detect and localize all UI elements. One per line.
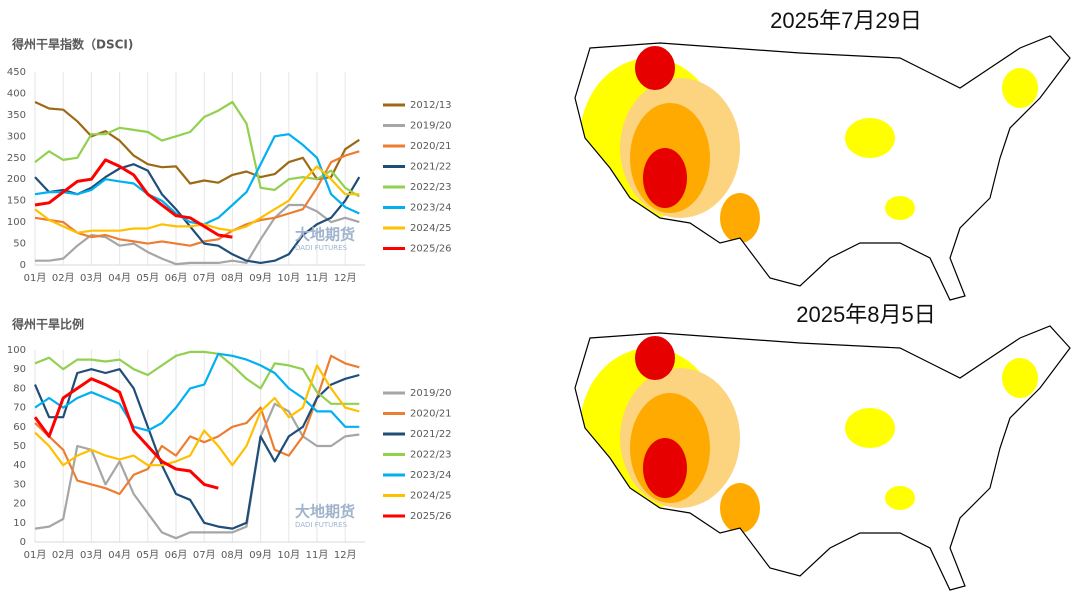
x-tick-label: 08月: [221, 272, 244, 284]
y-tick-label: 0: [20, 537, 26, 548]
x-tick-label: 03月: [80, 272, 103, 284]
legend-label: 2022/23: [410, 450, 452, 461]
legend-label: 2025/26: [410, 244, 452, 255]
x-tick-label: 11月: [306, 549, 329, 561]
x-tick-label: 05月: [136, 272, 159, 284]
x-tick-label: 10月: [277, 549, 300, 561]
x-tick-label: 02月: [52, 272, 75, 284]
y-tick-label: 90: [13, 364, 26, 375]
line-series: [34, 158, 233, 239]
x-tick-label: 07月: [193, 549, 216, 561]
y-tick-label: 80: [13, 383, 26, 394]
y-tick-label: 0: [20, 260, 26, 271]
legend-label: 2022/23: [410, 182, 452, 193]
x-tick-label: 03月: [80, 549, 103, 561]
legend-label: 2025/26: [410, 511, 452, 522]
x-tick-label: 12月: [334, 272, 357, 284]
legend-label: 2021/22: [410, 162, 452, 173]
line-series: [33, 368, 360, 530]
x-tick-label: 06月: [165, 549, 188, 561]
x-tick-label: 11月: [306, 272, 329, 284]
x-tick-label: 01月: [24, 549, 47, 561]
legend-label: 2019/20: [410, 388, 452, 399]
legend-label: 2023/24: [410, 470, 452, 481]
line-series: [34, 163, 361, 264]
line-series: [34, 350, 360, 405]
chart-title: 得州干旱指数（DSCI): [11, 37, 133, 52]
legend-label: 2012/13: [410, 100, 452, 111]
x-tick-label: 04月: [108, 549, 131, 561]
y-tick-label: 200: [7, 174, 26, 185]
x-tick-label: 09月: [249, 549, 272, 561]
y-tick-label: 350: [7, 110, 26, 121]
map-title: 2025年7月29日: [770, 8, 922, 33]
x-tick-label: 09月: [249, 272, 272, 284]
watermark-sub: DADI FUTURES: [295, 244, 348, 252]
y-tick-label: 400: [7, 88, 26, 99]
y-tick-label: 30: [13, 479, 26, 490]
line-series: [33, 377, 219, 490]
line-series: [34, 402, 360, 540]
legend-label: 2020/21: [410, 409, 452, 420]
line-series: [34, 101, 360, 185]
chart-title: 得州干旱比例: [11, 317, 84, 332]
x-tick-label: 10月: [277, 272, 300, 284]
map-2: [574, 325, 1071, 591]
x-tick-label: 06月: [165, 272, 188, 284]
line-series: [34, 165, 360, 234]
y-tick-label: 50: [13, 239, 26, 250]
line-series: [34, 150, 360, 247]
x-tick-label: 04月: [108, 272, 131, 284]
legend-label: 2021/22: [410, 429, 452, 440]
x-tick-label: 02月: [52, 549, 75, 561]
legend-label: 2023/24: [410, 203, 452, 214]
y-tick-label: 10: [13, 518, 26, 529]
y-tick-label: 250: [7, 153, 26, 164]
y-tick-label: 150: [7, 196, 26, 207]
y-tick-label: 50: [13, 441, 26, 452]
watermark-sub: DADI FUTURES: [295, 521, 348, 529]
line-series: [34, 364, 360, 467]
legend-label: 2020/21: [410, 141, 452, 152]
x-tick-label: 08月: [221, 549, 244, 561]
y-tick-label: 100: [7, 217, 26, 228]
map-title: 2025年8月5日: [796, 302, 935, 327]
x-tick-label: 12月: [334, 549, 357, 561]
watermark: 大地期货: [295, 226, 355, 244]
y-tick-label: 100: [7, 345, 26, 356]
x-tick-label: 07月: [193, 272, 216, 284]
x-tick-label: 05月: [136, 549, 159, 561]
y-tick-label: 450: [7, 67, 26, 78]
y-tick-label: 70: [13, 403, 26, 414]
legend-label: 2024/25: [410, 223, 452, 234]
y-tick-label: 40: [13, 460, 26, 471]
y-tick-label: 60: [13, 422, 26, 433]
map-1: [574, 35, 1071, 301]
y-tick-label: 20: [13, 499, 26, 510]
y-tick-label: 300: [7, 131, 26, 142]
line-series: [34, 354, 360, 496]
legend-label: 2024/25: [410, 491, 452, 502]
line-series: [34, 352, 360, 432]
watermark: 大地期货: [295, 503, 355, 521]
legend-label: 2019/20: [410, 121, 452, 132]
x-tick-label: 01月: [24, 272, 47, 284]
